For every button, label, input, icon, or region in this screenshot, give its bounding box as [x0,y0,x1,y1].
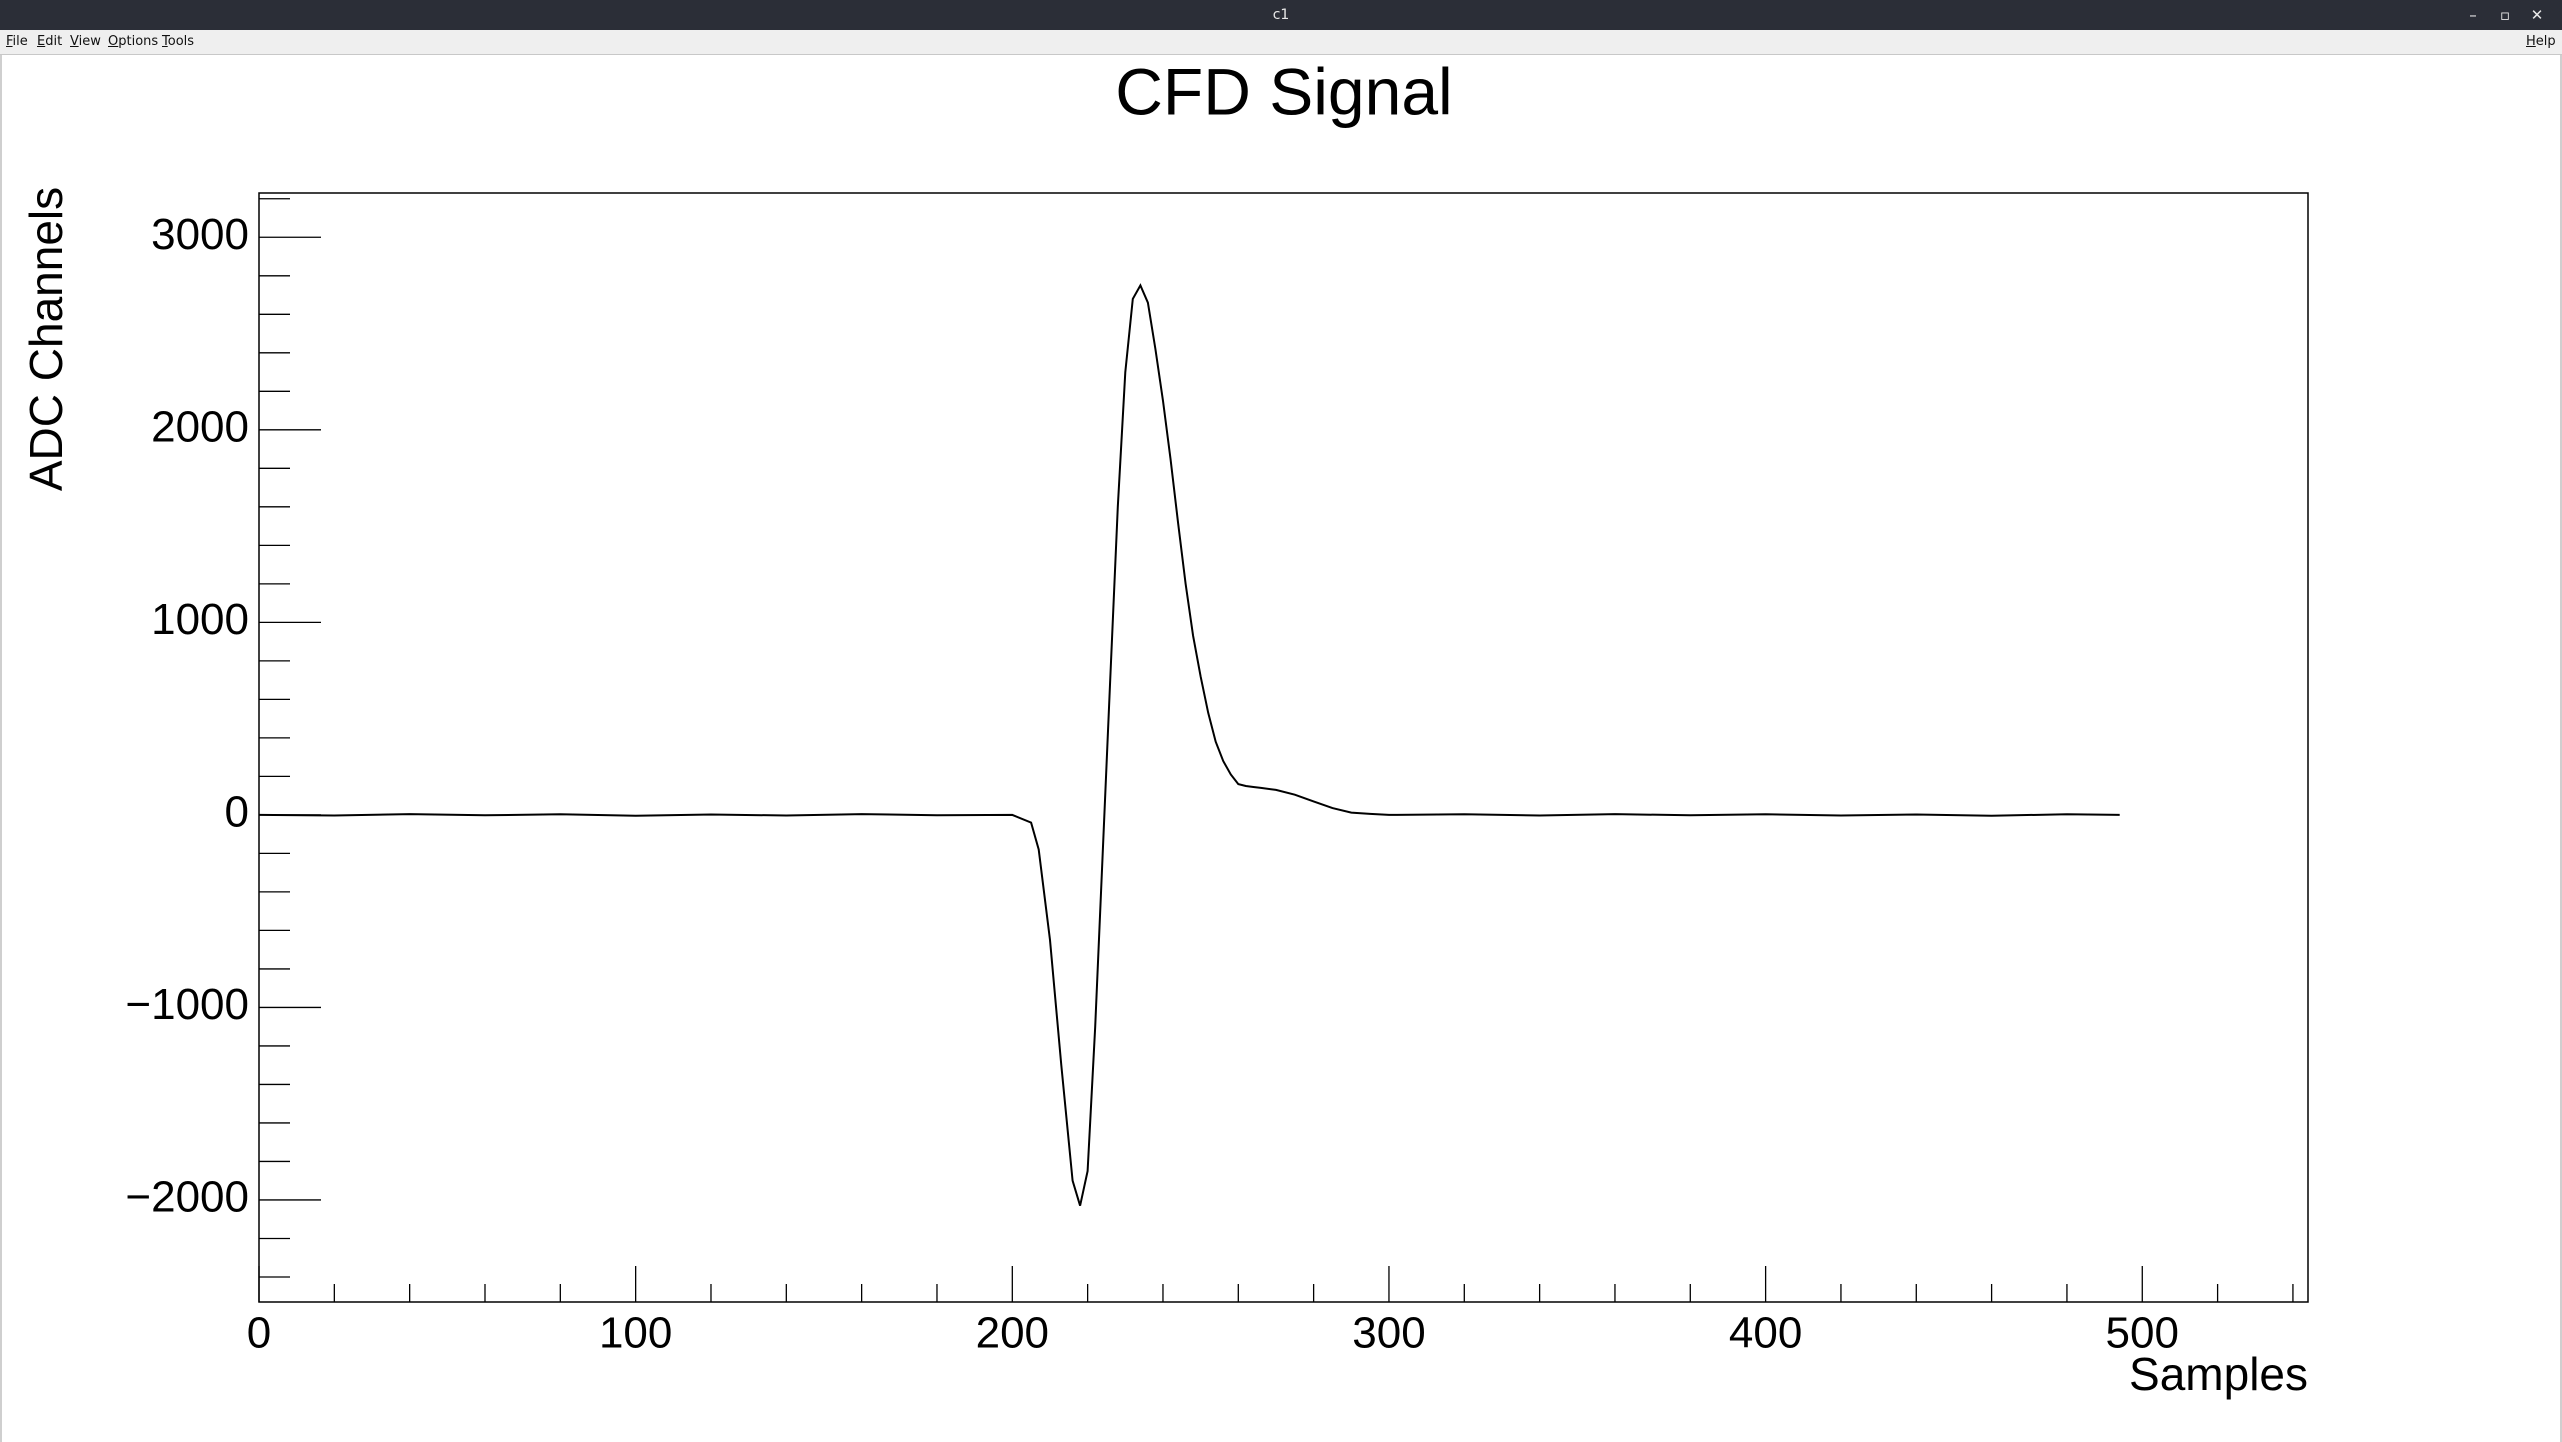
x-tick-label: 200 [976,1309,1049,1358]
menu-help[interactable]: Help [2526,34,2556,49]
menu-tools[interactable]: Tools [162,34,195,49]
y-axis-label: ADC Channels [20,187,72,491]
menu-edit[interactable]: Edit [37,34,63,49]
x-axis: 0 100 200 300 400 500 [247,1266,2294,1358]
x-tick-label: 100 [599,1309,672,1358]
y-tick-label: −1000 [125,980,249,1029]
y-tick-label: 1000 [151,595,249,644]
x-tick-label: 0 [247,1309,271,1358]
window-titlebar: c1 – ▫ ✕ [0,0,2562,30]
y-tick-label: 2000 [151,402,249,451]
minimize-icon[interactable]: – [2469,6,2477,24]
canvas-area[interactable]: CFD Signal −2000 −1000 0 1000 2000 3000 0 100 2… [0,55,2562,1442]
menu-options[interactable]: Options [108,34,159,49]
cfd-signal-chart[interactable]: CFD Signal −2000 −1000 0 1000 2000 3000 0 100 2… [2,55,2560,1442]
signal-line [258,283,2120,1206]
restore-icon[interactable]: ▫ [2499,6,2511,24]
menu-file[interactable]: File [6,34,28,49]
window-title: c1 [1272,7,1290,23]
y-tick-label: 3000 [151,210,249,259]
x-tick-label: 300 [1352,1309,1425,1358]
x-tick-label: 400 [1729,1309,1802,1358]
x-axis-label: Samples [2129,1348,2308,1400]
menu-view[interactable]: View [70,34,101,49]
x-tick-label: 500 [2106,1309,2179,1358]
y-tick-label: 0 [225,788,249,837]
y-axis: −2000 −1000 0 1000 2000 3000 [125,198,321,1278]
y-tick-label: −2000 [125,1173,249,1222]
close-icon[interactable]: ✕ [2530,6,2544,24]
chart-title: CFD Signal [1115,55,1452,128]
plot-frame [258,192,2309,1303]
menu-bar: File Edit View Options Tools Help [0,30,2562,55]
